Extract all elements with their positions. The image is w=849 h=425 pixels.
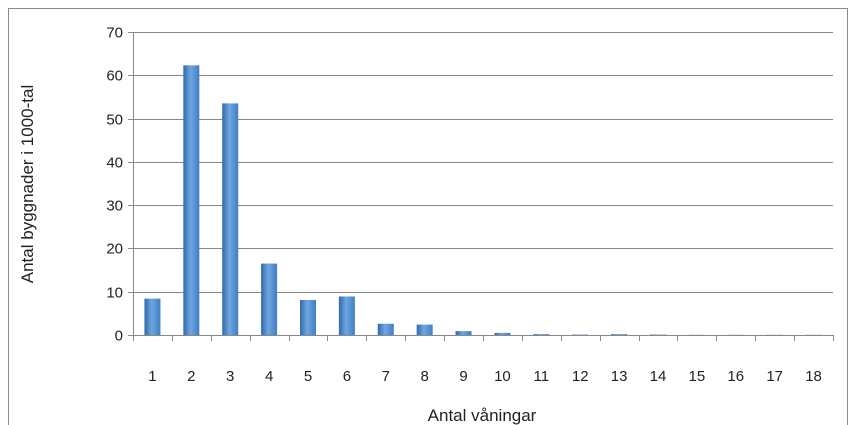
x-tick-label: 18 — [805, 368, 822, 385]
y-tick-labels: 0 10 20 30 40 50 60 70 — [106, 25, 123, 345]
y-tick-label: 70 — [106, 25, 123, 42]
x-tick-label: 17 — [766, 368, 783, 385]
bar-8 — [416, 324, 433, 335]
x-axis-title: Antal våningar — [428, 406, 537, 425]
bar-7 — [377, 323, 394, 335]
x-tick-label: 6 — [343, 368, 351, 385]
x-tick-label: 5 — [304, 368, 312, 385]
y-tick-label: 60 — [106, 68, 123, 85]
y-axis-title: Antal byggnader i 1000-tal — [18, 85, 37, 283]
bar-2 — [183, 65, 200, 335]
x-tick-label: 9 — [459, 368, 467, 385]
x-tick-labels: 1 2 3 4 5 6 7 8 9 10 11 12 13 14 15 16 17 18 — [148, 368, 822, 385]
bar-11 — [533, 334, 550, 335]
x-tick-label: 7 — [382, 368, 390, 385]
x-tick-label: 14 — [650, 368, 667, 385]
x-tick-label: 8 — [420, 368, 428, 385]
bar-6 — [338, 296, 355, 335]
x-tick-label: 16 — [727, 368, 744, 385]
y-tick-label: 20 — [106, 241, 123, 258]
y-tick-label: 50 — [106, 112, 123, 129]
bars — [144, 65, 822, 336]
x-tick-label: 3 — [226, 368, 234, 385]
bar-4 — [261, 263, 278, 335]
chart-border — [8, 8, 848, 425]
x-tick-label: 10 — [494, 368, 511, 385]
bar-3 — [222, 103, 239, 336]
x-tick-label: 11 — [534, 368, 550, 385]
gridlines — [133, 32, 833, 293]
bar-1 — [144, 298, 161, 335]
x-tick-label: 2 — [187, 368, 195, 385]
bar-10 — [494, 332, 511, 335]
x-tick-label: 12 — [572, 368, 589, 385]
bar-9 — [455, 331, 472, 335]
x-tick-label: 15 — [689, 368, 706, 385]
x-tick-label: 13 — [611, 368, 628, 385]
axes — [128, 32, 834, 341]
bar-5 — [300, 299, 316, 335]
y-tick-label: 10 — [106, 285, 123, 302]
y-tick-label: 30 — [106, 198, 123, 215]
x-tick-label: 1 — [148, 368, 156, 385]
x-tick-label: 4 — [265, 368, 273, 385]
bar-13 — [611, 334, 628, 335]
y-tick-label: 40 — [106, 155, 123, 172]
y-tick-label: 0 — [115, 328, 123, 345]
